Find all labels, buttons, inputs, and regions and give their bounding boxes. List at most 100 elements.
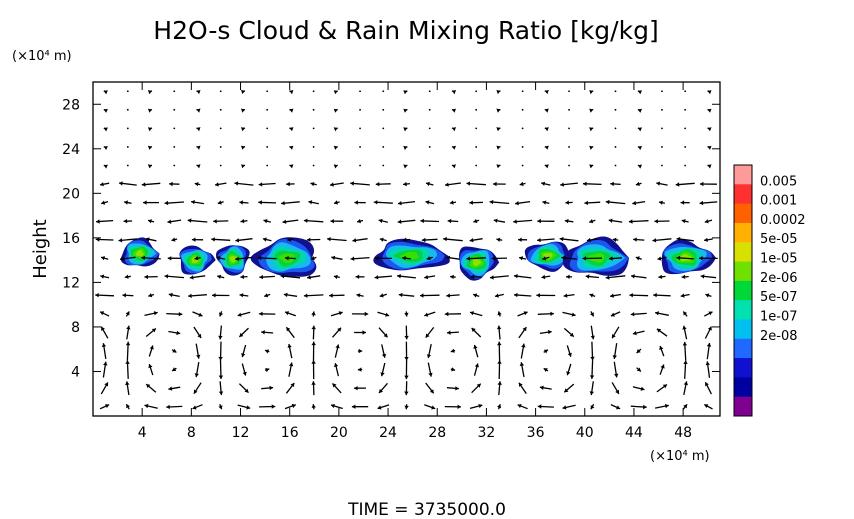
wind-vector [589, 127, 594, 132]
wind-vector [698, 256, 718, 261]
colorbar-label: 5e-05 [760, 232, 798, 247]
wind-vector [166, 404, 183, 410]
wind-vector [682, 341, 687, 361]
wind-vector [102, 361, 108, 378]
wind-vector [628, 219, 649, 224]
wind-vector [517, 404, 528, 410]
wind-vector [397, 219, 416, 224]
wind-vector [654, 403, 669, 409]
wind-vector [235, 238, 253, 243]
wind-vector [327, 237, 347, 242]
wind-vector [426, 256, 433, 261]
wind-vector [285, 382, 295, 394]
wind-vector [610, 181, 621, 187]
wind-vector [632, 200, 646, 206]
wind-vector [99, 404, 110, 410]
wind-vector [636, 367, 642, 372]
wind-vector [218, 360, 224, 380]
wind-vector [466, 256, 486, 261]
wind-vector [496, 237, 503, 242]
wind-vector [497, 341, 502, 361]
wind-vector [428, 146, 431, 148]
wind-vector [425, 181, 434, 187]
wind-vector [122, 293, 134, 298]
wind-vector [286, 181, 295, 187]
wind-vector [676, 236, 694, 242]
wind-vector [123, 219, 133, 224]
wind-vector [192, 311, 203, 317]
wind-vector [566, 274, 573, 279]
wind-vector [212, 293, 230, 298]
wind-vector [518, 382, 527, 394]
wind-vector [610, 404, 621, 410]
wind-vector [658, 274, 666, 279]
wind-vector [420, 218, 440, 224]
wind-vector [148, 293, 155, 298]
wind-vector [330, 219, 344, 224]
wind-vector [637, 108, 642, 113]
wind-vector [333, 164, 338, 169]
wind-vector [147, 127, 153, 132]
wind-vector [126, 164, 129, 167]
wind-vector [403, 127, 408, 132]
wind-vector [684, 90, 687, 93]
colorbar-label: 5e-07 [760, 290, 798, 305]
colorbar-swatch [734, 280, 752, 301]
wind-vector [289, 164, 294, 169]
wind-vector [99, 182, 110, 187]
wind-vector [544, 164, 549, 169]
wind-vector [633, 237, 645, 242]
wind-vector [173, 90, 176, 93]
wind-vector [303, 218, 324, 223]
wind-vector [194, 182, 201, 187]
wind-vector [377, 311, 390, 317]
wind-vector [194, 361, 200, 378]
wind-vector [590, 403, 595, 410]
wind-vector [544, 127, 549, 132]
wind-vector [605, 199, 626, 205]
colorbar-label: 1e-05 [760, 252, 798, 267]
wind-vector [561, 255, 577, 260]
wind-vector [147, 219, 155, 224]
wind-vector [537, 218, 555, 224]
wind-vector [612, 237, 619, 242]
wind-vector [428, 164, 431, 167]
wind-vector [637, 127, 642, 132]
wind-vector [312, 146, 315, 148]
wind-vector [147, 145, 153, 150]
colorbar-swatch [734, 396, 752, 417]
wind-vector [684, 127, 687, 130]
wind-vector [310, 256, 317, 261]
wind-vector [167, 256, 181, 261]
wind-vector [703, 237, 713, 242]
wind-vector [95, 237, 114, 242]
colorbar-swatch [734, 203, 752, 224]
wind-vector [700, 274, 717, 279]
wind-vector [259, 311, 276, 316]
wind-vector [144, 403, 158, 409]
wind-vector [656, 181, 668, 186]
cloud-field [120, 236, 716, 281]
wind-vector [95, 293, 115, 298]
wind-vector [676, 255, 694, 261]
wind-vector [425, 326, 435, 339]
wind-vector [218, 381, 224, 396]
wind-vector [168, 292, 180, 298]
wind-vector [333, 108, 338, 113]
wind-vector [637, 90, 642, 95]
wind-vector [563, 327, 575, 338]
wind-vector [582, 256, 603, 261]
wind-vector [707, 127, 712, 132]
wind-vector [219, 127, 222, 130]
wind-vector [402, 256, 411, 261]
wind-vector [218, 341, 223, 361]
wind-vector [354, 330, 366, 335]
wind-vector [446, 255, 460, 260]
wind-vector [541, 274, 551, 280]
wind-vector [419, 293, 440, 298]
cloud-cell [120, 237, 160, 267]
wind-vector [706, 342, 712, 360]
wind-vector [373, 200, 393, 205]
colorbar-swatch [734, 184, 752, 205]
wind-vector [262, 237, 272, 242]
